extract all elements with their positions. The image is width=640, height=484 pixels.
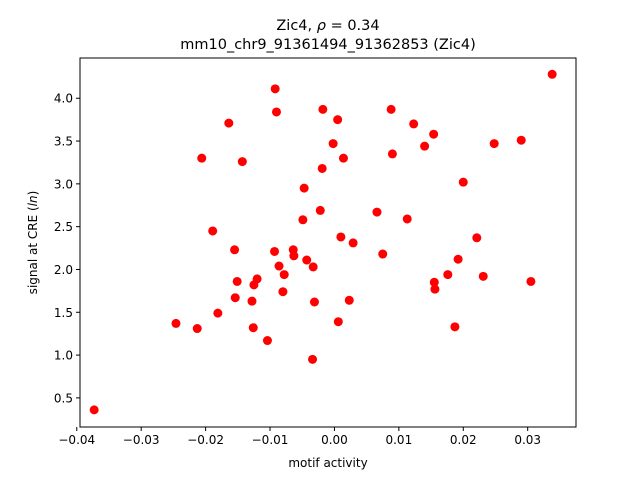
y-axis-label: signal at CRE (ln) [26, 191, 40, 295]
x-axis-ticks: −0.04 −0.03 −0.02 −0.01 0.00 0.01 0.02 0.03 [58, 427, 541, 447]
data-point [289, 251, 299, 261]
data-point [478, 271, 488, 281]
data-point [472, 233, 482, 243]
data-point [315, 205, 325, 215]
data-point [547, 69, 557, 79]
data-point [247, 296, 257, 306]
data-point [299, 183, 309, 193]
data-point [278, 287, 288, 297]
data-point [274, 261, 284, 271]
y-tick-label: 2.0 [54, 263, 73, 277]
y-tick-label: 2.5 [54, 220, 73, 234]
data-point [429, 129, 439, 139]
data-point [171, 318, 181, 328]
data-point [298, 215, 308, 225]
data-point [443, 270, 453, 280]
data-point [328, 139, 338, 149]
y-tick-label: 0.5 [54, 391, 73, 405]
data-point [318, 104, 328, 114]
x-tick-label: 0.02 [450, 433, 477, 447]
data-point [192, 324, 202, 334]
data-point [208, 226, 218, 236]
y-tick-label: 3.0 [54, 177, 73, 191]
data-point [430, 284, 440, 294]
data-point [308, 354, 318, 364]
data-point [333, 317, 343, 327]
data-point [252, 274, 262, 284]
data-point [224, 118, 234, 128]
data-point [516, 135, 526, 145]
data-point [453, 254, 463, 264]
data-point [344, 295, 354, 305]
data-point [197, 153, 207, 163]
data-point [402, 214, 412, 224]
data-point [429, 277, 439, 287]
data-point [336, 232, 346, 242]
x-tick-label: 0.00 [321, 433, 348, 447]
data-point [333, 115, 343, 125]
data-point [387, 149, 397, 159]
x-axis-label: motif activity [288, 456, 367, 470]
data-point [458, 177, 468, 187]
chart-title-line1: Zic4, ρ = 0.34 [276, 18, 379, 34]
data-point [386, 104, 396, 114]
data-point [237, 157, 247, 167]
data-point [213, 308, 223, 318]
data-point [230, 245, 240, 255]
data-points [89, 69, 557, 415]
data-point [378, 249, 388, 259]
data-point [230, 293, 240, 303]
data-point [372, 207, 382, 217]
data-point [279, 270, 289, 280]
data-point [302, 255, 312, 265]
data-point [420, 141, 430, 151]
x-tick-label: 0.03 [514, 433, 541, 447]
x-tick-label: −0.04 [58, 433, 95, 447]
plot-area-frame [79, 57, 577, 428]
data-point [262, 336, 272, 346]
data-point [270, 246, 280, 256]
data-point [489, 139, 499, 149]
data-point [409, 119, 419, 129]
data-point [232, 276, 242, 286]
x-tick-label: −0.02 [187, 433, 224, 447]
data-point [526, 276, 536, 286]
data-point [309, 297, 319, 307]
y-tick-label: 1.0 [54, 349, 73, 363]
y-axis-ticks: 0.5 1.0 1.5 2.0 2.5 3.0 3.5 4.0 [54, 92, 80, 405]
x-tick-label: 0.01 [385, 433, 412, 447]
data-point [308, 262, 318, 272]
x-tick-label: −0.01 [252, 433, 289, 447]
x-tick-label: −0.03 [123, 433, 160, 447]
y-tick-label: 3.5 [54, 135, 73, 149]
data-point [348, 238, 358, 248]
data-point [338, 153, 348, 163]
data-point [270, 84, 280, 94]
data-point [271, 107, 281, 117]
data-point [450, 322, 460, 332]
data-point [89, 405, 99, 415]
y-tick-label: 1.5 [54, 306, 73, 320]
data-point [248, 323, 258, 333]
data-point [317, 163, 327, 173]
y-tick-label: 4.0 [54, 92, 73, 106]
chart-title-line2: mm10_chr9_91361494_91362853 (Zic4) [180, 37, 476, 53]
